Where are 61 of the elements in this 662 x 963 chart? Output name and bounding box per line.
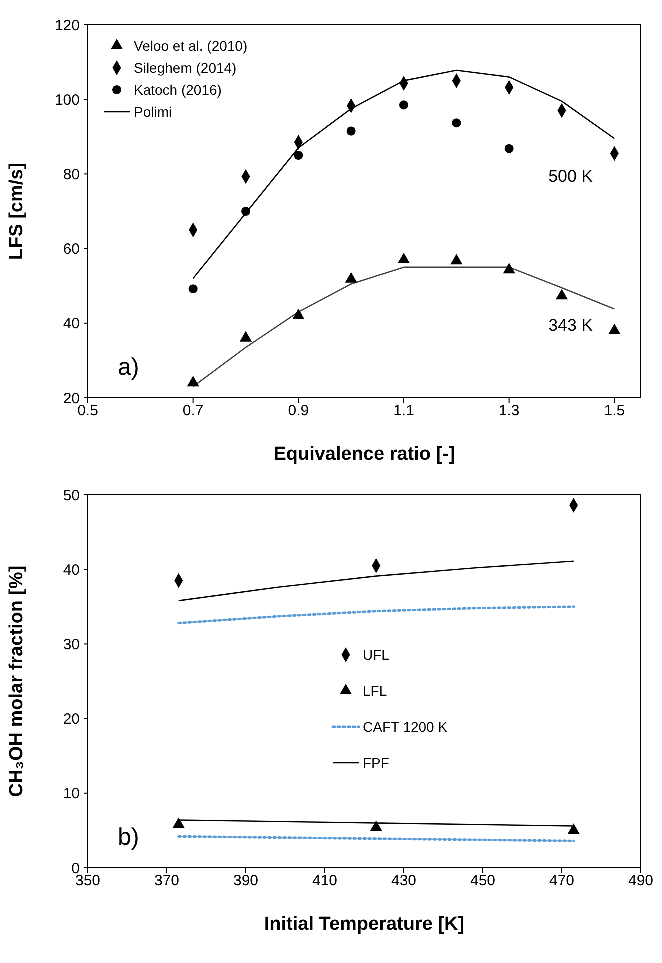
x-tick-label: 1.3 [498, 402, 520, 420]
legend-label: Polimi [134, 104, 172, 120]
x-tick-label: 1.1 [394, 402, 414, 420]
legend-label: Sileghem (2014) [134, 60, 237, 76]
point [450, 254, 463, 265]
point [568, 824, 580, 834]
point [503, 263, 516, 274]
line-series [178, 606, 576, 625]
point [608, 324, 621, 334]
point [398, 252, 410, 264]
point [294, 151, 304, 160]
y-tick-label: 100 [54, 92, 80, 109]
x-tick-label: 350 [75, 872, 101, 890]
y-tick-label: 30 [63, 636, 80, 654]
x-tick-label: 1.5 [604, 402, 626, 420]
y-tick-label: 40 [63, 562, 80, 579]
annotation: a) [118, 354, 140, 382]
line-series [178, 560, 574, 602]
point [172, 818, 185, 828]
x-tick-label: 0.9 [288, 402, 310, 420]
point [241, 206, 251, 216]
x-tick-label: 490 [628, 872, 654, 890]
x-tick-label: 370 [154, 872, 180, 890]
y-axis-title: CH₃OH molar fraction [%] [6, 566, 28, 798]
legend-label: CAFT 1200 K [363, 719, 448, 736]
x-tick-label: 390 [233, 872, 259, 890]
x-tick-label: 470 [549, 872, 575, 890]
point [399, 100, 409, 110]
y-axis-title: LFS [cm/s] [6, 162, 28, 260]
point [370, 820, 382, 832]
y-tick-label: 60 [63, 241, 80, 258]
x-tick-label: 0.5 [78, 402, 98, 420]
annotation: 343 K [548, 316, 593, 336]
point [346, 126, 356, 136]
legend-label: FPF [363, 755, 390, 772]
x-axis-title: Equivalence ratio [-] [274, 444, 456, 465]
point [240, 331, 252, 342]
legend-label: UFL [363, 647, 390, 664]
x-tick-label: 450 [470, 872, 496, 890]
point [504, 144, 514, 154]
y-tick-label: 50 [63, 487, 80, 504]
x-axis-title: Initial Temperature [K] [264, 914, 465, 935]
point [345, 272, 358, 283]
x-tick-label: 430 [391, 872, 417, 890]
x-tick-label: 410 [312, 872, 338, 890]
y-tick-label: 40 [63, 316, 80, 333]
y-tick-label: 80 [63, 166, 80, 184]
annotation: b) [118, 824, 140, 852]
point [187, 376, 200, 387]
x-tick-label: 0.7 [182, 402, 204, 420]
y-tick-label: 120 [54, 17, 80, 34]
point [556, 289, 568, 300]
y-tick-label: 20 [63, 711, 80, 728]
legend-label: Veloo et al. (2010) [134, 38, 248, 54]
y-tick-label: 10 [63, 786, 80, 803]
point [452, 118, 462, 128]
legend-label: Katoch (2016) [134, 82, 222, 98]
point [292, 308, 305, 320]
legend-label: LFL [363, 683, 388, 700]
y-tick-label: 20 [63, 390, 80, 408]
annotation: 500 K [548, 166, 593, 187]
